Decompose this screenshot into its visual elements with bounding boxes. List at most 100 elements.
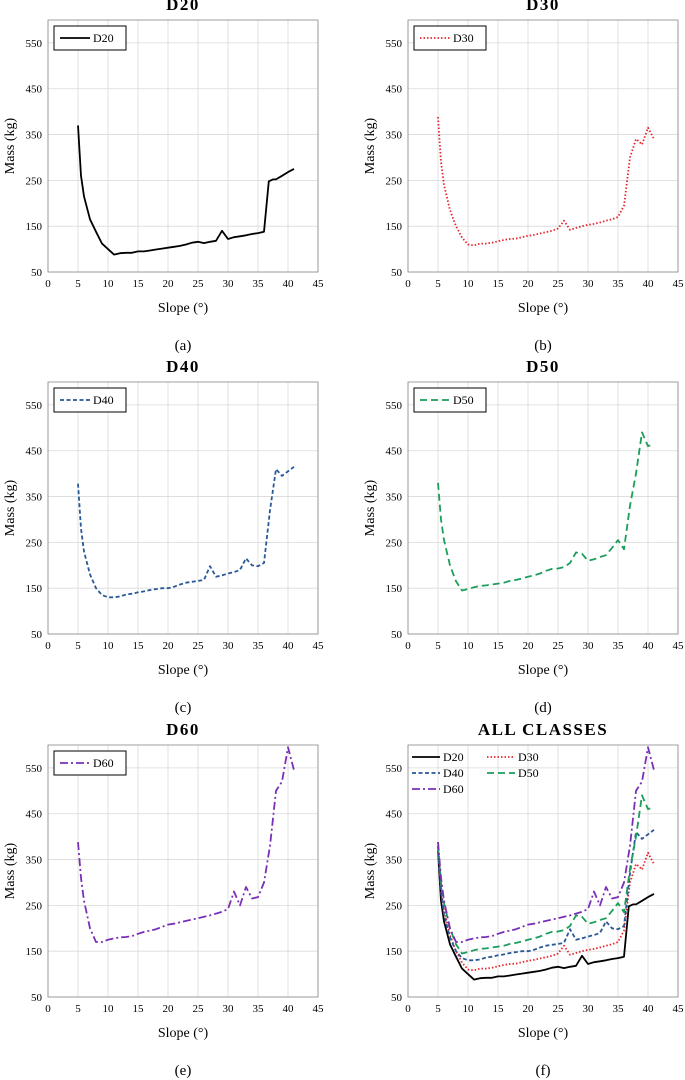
x-tick-label: 45 [673, 278, 685, 290]
x-axis-label: Slope (°) [518, 663, 569, 678]
y-tick-label: 150 [26, 583, 43, 595]
x-tick-label: 40 [643, 1003, 655, 1015]
panel-caption: (b) [534, 338, 552, 354]
y-tick-label: 350 [386, 855, 403, 867]
y-tick-label: 550 [26, 38, 43, 50]
x-tick-label: 30 [583, 278, 595, 290]
y-tick-label: 450 [26, 84, 43, 96]
x-tick-label: 30 [223, 640, 235, 652]
x-tick-label: 10 [103, 1003, 115, 1015]
legend: D20 D30 D40 D50 D60 [412, 750, 539, 796]
series-line-d40 [77, 466, 295, 599]
y-tick-label: 550 [26, 400, 43, 412]
legend-label: D20 [443, 750, 464, 764]
x-tick-label: 0 [405, 278, 411, 290]
x-axis-label: Slope (°) [518, 301, 569, 316]
legend: D50 [413, 387, 487, 413]
y-tick-label: 150 [386, 221, 403, 233]
chart-title: D30 [526, 0, 560, 14]
x-tick-label: 0 [45, 1003, 51, 1015]
x-tick-label: 20 [523, 278, 535, 290]
x-tick-label: 25 [553, 640, 565, 652]
x-tick-label: 10 [463, 1003, 475, 1015]
chart-panel-d: D50 0 5 10 15 20 25 30 35 40 45 50 150 250 350 450 550 Sl… [363, 357, 684, 716]
x-tick-label: 35 [253, 278, 265, 290]
legend: D30 [413, 25, 487, 51]
y-tick-label: 450 [386, 84, 403, 96]
x-tick-label: 15 [493, 278, 505, 290]
y-tick-label: 450 [386, 446, 403, 458]
legend-label: D30 [518, 750, 539, 764]
x-tick-label: 30 [583, 1003, 595, 1015]
plot-area [407, 744, 679, 998]
x-tick-label: 20 [163, 278, 175, 290]
legend-box [413, 25, 487, 51]
y-tick-label: 150 [26, 221, 43, 233]
chart-title: D40 [166, 357, 200, 376]
y-axis-label: Mass (kg) [3, 117, 18, 174]
y-tick-label: 150 [386, 583, 403, 595]
legend-label: D50 [518, 766, 539, 780]
x-tick-label: 20 [523, 640, 535, 652]
plot-area [47, 381, 319, 635]
x-tick-label: 45 [313, 640, 325, 652]
y-tick-label: 250 [386, 537, 403, 549]
y-tick-label: 450 [26, 446, 43, 458]
y-tick-label: 450 [26, 809, 43, 821]
x-tick-label: 40 [283, 278, 295, 290]
x-tick-label: 15 [133, 640, 145, 652]
legend-label: D40 [443, 766, 464, 780]
y-axis-label: Mass (kg) [363, 842, 378, 899]
series-line-d20 [437, 850, 655, 981]
chart-title: ALL CLASSES [478, 720, 608, 739]
x-tick-label: 45 [673, 1003, 685, 1015]
chart-title: D60 [166, 720, 200, 739]
x-tick-label: 5 [75, 640, 81, 652]
x-tick-label: 20 [523, 1003, 535, 1015]
y-tick-label: 250 [386, 175, 403, 187]
panel-caption: (c) [175, 700, 192, 716]
series-line-d60 [437, 746, 655, 943]
y-tick-label: 50 [391, 629, 403, 641]
plot-area [47, 19, 319, 273]
legend-label: D40 [93, 393, 114, 407]
x-axis-label: Slope (°) [518, 1026, 569, 1041]
x-tick-label: 25 [553, 278, 565, 290]
x-tick-label: 25 [193, 640, 205, 652]
x-tick-label: 35 [613, 640, 625, 652]
x-tick-label: 25 [193, 278, 205, 290]
y-tick-label: 250 [386, 900, 403, 912]
x-tick-label: 10 [463, 278, 475, 290]
x-tick-label: 35 [613, 278, 625, 290]
x-tick-label: 15 [133, 1003, 145, 1015]
legend-label: D50 [453, 393, 474, 407]
legend-label: D60 [93, 756, 114, 770]
legend-label: D20 [93, 31, 114, 45]
y-tick-label: 50 [391, 267, 403, 279]
y-tick-label: 350 [26, 130, 43, 142]
x-tick-label: 30 [223, 278, 235, 290]
x-tick-label: 45 [313, 278, 325, 290]
chart-panel-e: D60 0 5 10 15 20 25 30 35 40 45 50 150 250 350 450 550 Sl… [3, 720, 324, 1079]
y-axis-label: Mass (kg) [363, 479, 378, 536]
x-tick-label: 45 [313, 1003, 325, 1015]
y-tick-label: 150 [386, 946, 403, 958]
x-tick-label: 35 [253, 640, 265, 652]
x-tick-label: 25 [553, 1003, 565, 1015]
y-tick-label: 50 [31, 267, 43, 279]
chart-title: D20 [166, 0, 200, 14]
x-tick-label: 0 [405, 1003, 411, 1015]
y-tick-label: 350 [386, 130, 403, 142]
x-axis-label: Slope (°) [158, 1026, 209, 1041]
y-tick-label: 550 [26, 763, 43, 775]
x-tick-label: 40 [643, 640, 655, 652]
x-tick-label: 15 [493, 640, 505, 652]
y-tick-label: 250 [26, 175, 43, 187]
x-tick-label: 15 [133, 278, 145, 290]
panel-caption: (f) [536, 1063, 551, 1079]
legend: D40 [53, 387, 127, 413]
series-line-d50 [437, 431, 655, 592]
x-tick-label: 15 [493, 1003, 505, 1015]
y-tick-label: 150 [26, 946, 43, 958]
panel-caption: (e) [175, 1063, 192, 1079]
